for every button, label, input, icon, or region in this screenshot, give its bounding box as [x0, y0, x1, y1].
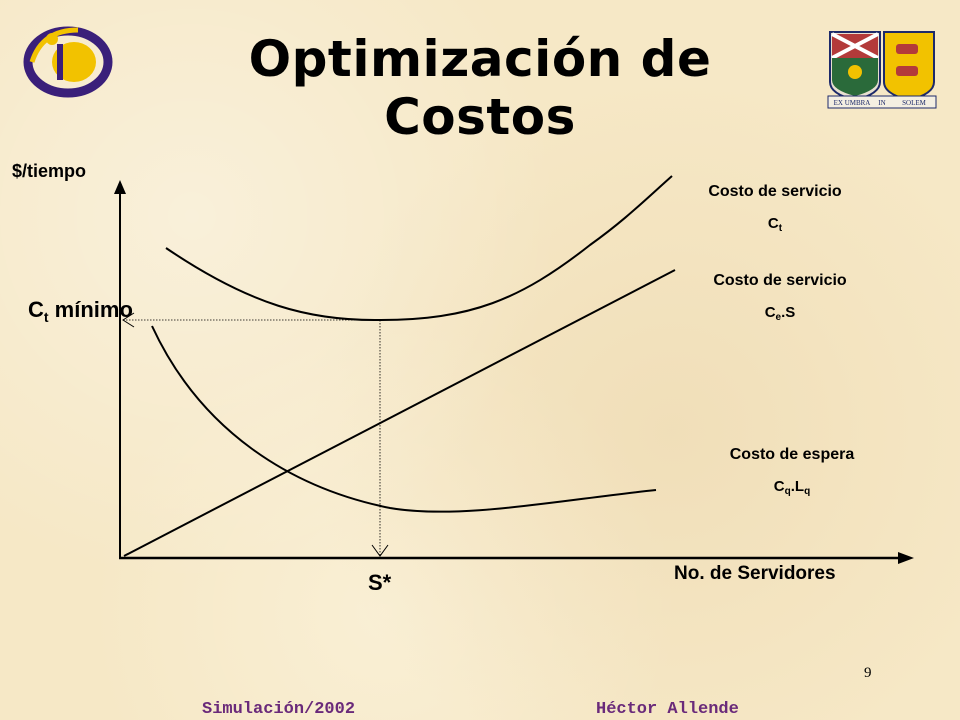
- footer-course: Simulación/2002: [202, 700, 356, 719]
- guide-s-star-arrow-icon: [371, 544, 389, 557]
- s-star-label: S*: [368, 570, 392, 595]
- curve-service-cost: [123, 269, 676, 557]
- page-title: Optimización de Costos: [248, 30, 712, 146]
- shield-motto-right: SOLEM: [902, 99, 927, 107]
- label-waiting-cost: Costo de espera Cq.Lq: [729, 446, 855, 497]
- y-axis-label: $/tiempo: [12, 161, 87, 181]
- x-axis-label: No. de Servidores: [674, 563, 836, 584]
- label-service-cost: Costo de servicio Ce.S: [713, 272, 847, 323]
- footer-author: Héctor Allende: [596, 700, 739, 719]
- label-total-cost: Costo de servicio Ct: [708, 183, 842, 234]
- shield-motto-mid: IN: [878, 99, 885, 107]
- university-logo-left-icon: [23, 26, 113, 98]
- guide-ct-min-arrow-icon: [122, 312, 135, 328]
- x-axis-arrow-icon: [898, 552, 914, 564]
- shield-motto-left: EX UMBRA: [834, 99, 871, 107]
- curve-total-cost: [165, 175, 673, 322]
- ct-minimo-label: Ct mínimo: [28, 297, 133, 325]
- y-axis-arrow-icon: [114, 180, 126, 194]
- curve-waiting-cost: [151, 325, 657, 513]
- page-number: 9: [864, 665, 872, 681]
- university-shield-icon: EX UMBRA IN SOLEM: [827, 31, 937, 109]
